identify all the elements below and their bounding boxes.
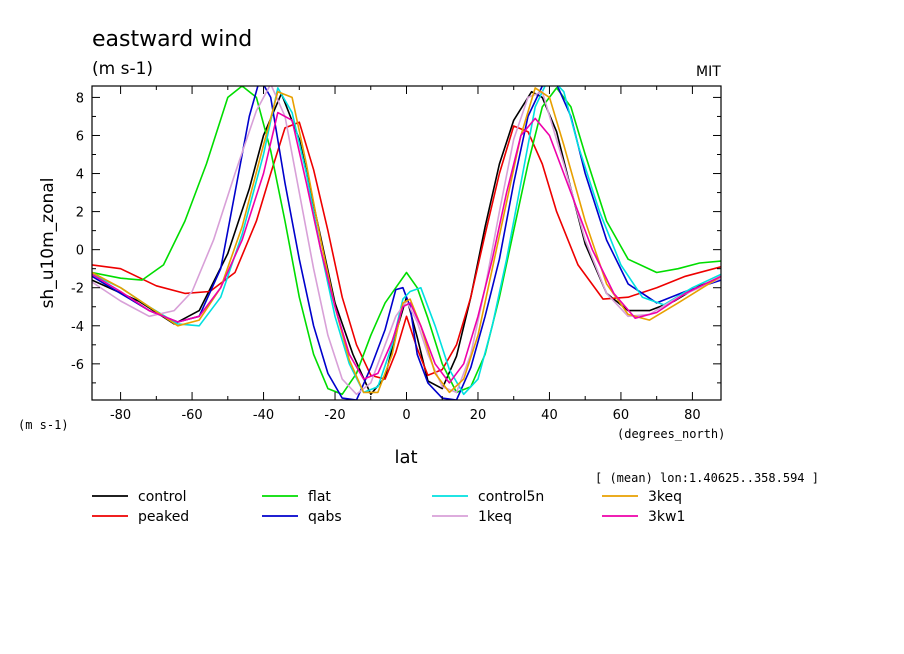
legend-label-control: control bbox=[138, 489, 187, 505]
x-tick-label: 20 bbox=[470, 408, 487, 423]
y-tick-label: 2 bbox=[76, 206, 84, 221]
legend-label-3keq: 3keq bbox=[648, 489, 682, 505]
chart-units: (m s-1) bbox=[92, 59, 153, 79]
y-axis-label: sh_u10m_zonal bbox=[38, 178, 58, 309]
y-tick-label: 4 bbox=[76, 168, 84, 183]
x-axis-units: (degrees_north) bbox=[617, 427, 725, 441]
y-tick-label: -2 bbox=[71, 282, 84, 297]
x-tick-label: 40 bbox=[541, 408, 558, 423]
series-line-3keq bbox=[92, 87, 721, 394]
series-line-control bbox=[92, 90, 721, 396]
x-tick-label: -80 bbox=[110, 408, 131, 423]
chart-title: eastward wind bbox=[92, 27, 252, 52]
x-tick-label: 60 bbox=[613, 408, 630, 423]
y-tick-label: 6 bbox=[76, 129, 84, 144]
legend-label-flat: flat bbox=[308, 489, 331, 505]
x-axis-label: lat bbox=[394, 447, 417, 468]
series-layer bbox=[92, 86, 721, 400]
series-line-control5n bbox=[92, 86, 721, 396]
legend-label-control5n: control5n bbox=[478, 489, 544, 505]
series-line-1keq bbox=[92, 86, 721, 396]
series-line-flat bbox=[92, 86, 721, 396]
x-tick-label: 80 bbox=[684, 408, 701, 423]
averaging-note: [ (mean) lon:1.40625..358.594 ] bbox=[595, 471, 819, 485]
legend-label-3kw1: 3kw1 bbox=[648, 509, 685, 525]
legend-label-peaked: peaked bbox=[138, 509, 189, 525]
y-axis-units: (m s-1) bbox=[18, 418, 69, 432]
x-tick-label: -20 bbox=[324, 408, 345, 423]
x-tick-label: -40 bbox=[253, 408, 274, 423]
y-tick-label: 8 bbox=[76, 91, 84, 106]
series-line-qabs bbox=[92, 86, 721, 400]
y-tick-label: -6 bbox=[71, 358, 84, 373]
x-tick-label: -60 bbox=[181, 408, 202, 423]
y-tick-label: -4 bbox=[71, 320, 84, 335]
corner-label: MIT bbox=[696, 64, 721, 80]
series-line-peaked bbox=[92, 121, 721, 380]
legend: control peaked flat qabs control5n 1keq 3keq 3k… bbox=[92, 489, 685, 525]
legend-label-qabs: qabs bbox=[308, 509, 342, 525]
x-tick-label: 0 bbox=[402, 408, 410, 423]
legend-label-1keq: 1keq bbox=[478, 509, 512, 525]
y-tick-label: 0 bbox=[76, 244, 84, 259]
plot-frame bbox=[91, 85, 722, 401]
series-line-3kw1 bbox=[92, 111, 721, 384]
